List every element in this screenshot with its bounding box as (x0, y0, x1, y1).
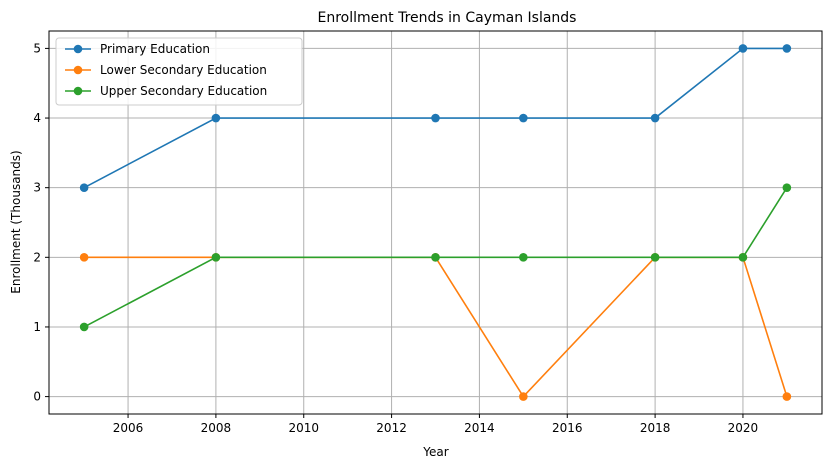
data-point (431, 113, 440, 123)
data-point (519, 113, 528, 123)
data-point (650, 113, 660, 123)
data-point (519, 253, 528, 262)
legend-label: Primary Education (100, 42, 210, 56)
x-tick-label: 2008 (201, 421, 232, 435)
y-tick-label: 3 (33, 181, 41, 195)
data-point (79, 183, 89, 192)
data-point (738, 44, 748, 53)
axis-ticks: 2006 2008 2010 2012 2014 2016 2018 2020 0 1 2 3 4 5 (33, 41, 758, 435)
data-point (782, 392, 792, 401)
data-point (650, 253, 660, 262)
data-point (782, 44, 792, 53)
legend-marker (73, 65, 83, 75)
data-point (211, 253, 221, 262)
data-point (782, 183, 792, 192)
legend-item: Lower Secondary Education (65, 63, 267, 77)
data-point (431, 253, 440, 262)
x-tick-label: 2018 (640, 421, 671, 435)
x-tick-label: 2014 (464, 421, 495, 435)
legend: Primary Education Lower Secondary Educati… (55, 37, 303, 106)
y-tick-label: 0 (33, 390, 41, 404)
plot-series (79, 44, 792, 401)
x-tick-label: 2016 (552, 421, 583, 435)
series-0 (79, 44, 792, 192)
y-tick-label: 2 (33, 250, 41, 264)
data-point (79, 322, 89, 332)
legend-label: Lower Secondary Education (100, 63, 267, 77)
y-tick-label: 1 (33, 320, 41, 334)
data-point (211, 113, 221, 123)
chart-title: Enrollment Trends in Cayman Islands (318, 10, 577, 26)
legend-box (55, 37, 303, 106)
data-point (519, 392, 528, 401)
data-point (738, 253, 748, 262)
x-tick-label: 2012 (376, 421, 407, 435)
plot-frame (48, 30, 823, 415)
series-2 (79, 183, 792, 332)
legend-marker (73, 44, 83, 54)
legend-label: Upper Secondary Education (100, 84, 267, 98)
y-tick-label: 4 (33, 111, 41, 125)
y-tick-label: 5 (33, 41, 41, 55)
x-tick-label: 2020 (728, 421, 759, 435)
x-tick-label: 2010 (288, 421, 319, 435)
y-axis-label: Enrollment (Thousands) (9, 150, 23, 293)
legend-item: Upper Secondary Education (65, 84, 267, 98)
data-point (79, 253, 89, 262)
legend-item: Primary Education (65, 42, 210, 56)
x-axis-label: Year (422, 445, 448, 459)
x-tick-label: 2006 (113, 421, 144, 435)
legend-marker (73, 86, 83, 96)
